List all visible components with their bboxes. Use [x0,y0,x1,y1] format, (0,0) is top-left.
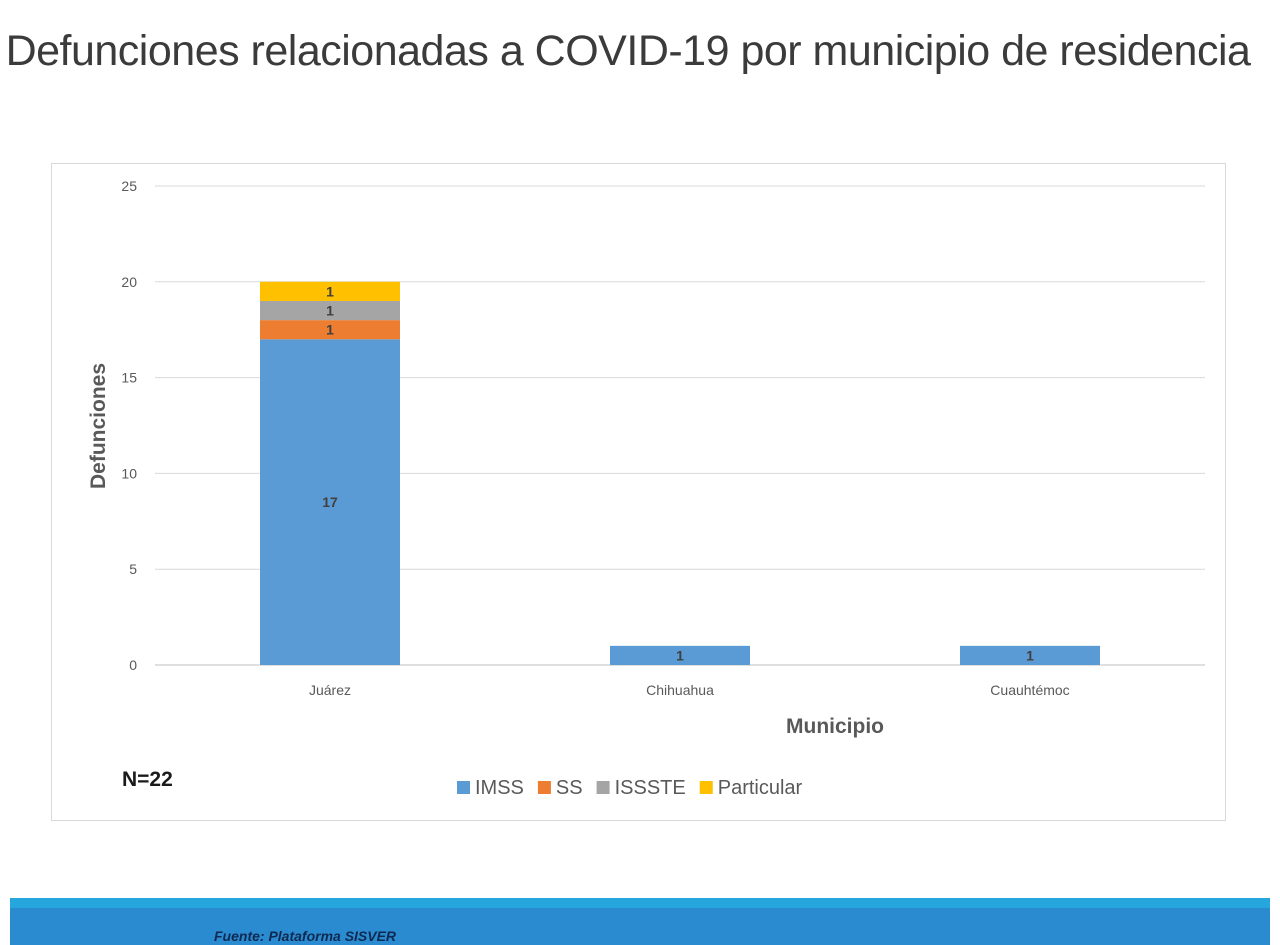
y-tick-label: 15 [121,370,137,386]
y-tick-label: 25 [121,178,137,194]
footer-source: Fuente: Plataforma SISVER [214,928,397,944]
bar-ss [260,320,400,340]
data-label: 1 [676,647,684,663]
legend-label-imss: IMSS [475,777,524,799]
x-tick-label: Juárez [309,682,351,698]
data-label: 17 [322,494,338,510]
legend-swatch-particular [699,781,713,794]
x-tick-label: Cuauhtémoc [990,682,1069,698]
legend-label-particular: Particular [718,777,803,799]
sample-size-label: N=22 [122,768,173,791]
y-tick-label: 0 [129,657,137,673]
bar-imss [260,339,400,665]
data-label: 1 [1026,647,1034,663]
legend-swatch-ss [537,781,551,794]
legend-label-issste: ISSSTE [615,777,686,799]
x-tick-label: Chihuahua [646,682,714,698]
bar-imss [610,645,750,665]
footer-band [10,898,1270,945]
y-tick-label: 5 [129,561,137,577]
bar-imss [960,645,1100,665]
chart-area [51,163,1226,821]
y-tick-label: 10 [121,465,137,481]
bar-issste [260,300,400,321]
data-label: 1 [326,283,334,299]
bar-particular [260,281,400,301]
data-label: 1 [326,322,334,338]
legend-swatch-imss [457,781,470,794]
y-tick-label: 20 [121,274,137,290]
y-axis-title: Defunciones [87,363,110,489]
data-label: 1 [326,303,334,319]
page-title: Defunciones relacionadas a COVID-19 por … [5,27,1251,75]
legend-label-ss: SS [556,777,583,799]
legend-swatch-issste [596,781,610,794]
x-axis-title: Municipio [786,715,884,738]
